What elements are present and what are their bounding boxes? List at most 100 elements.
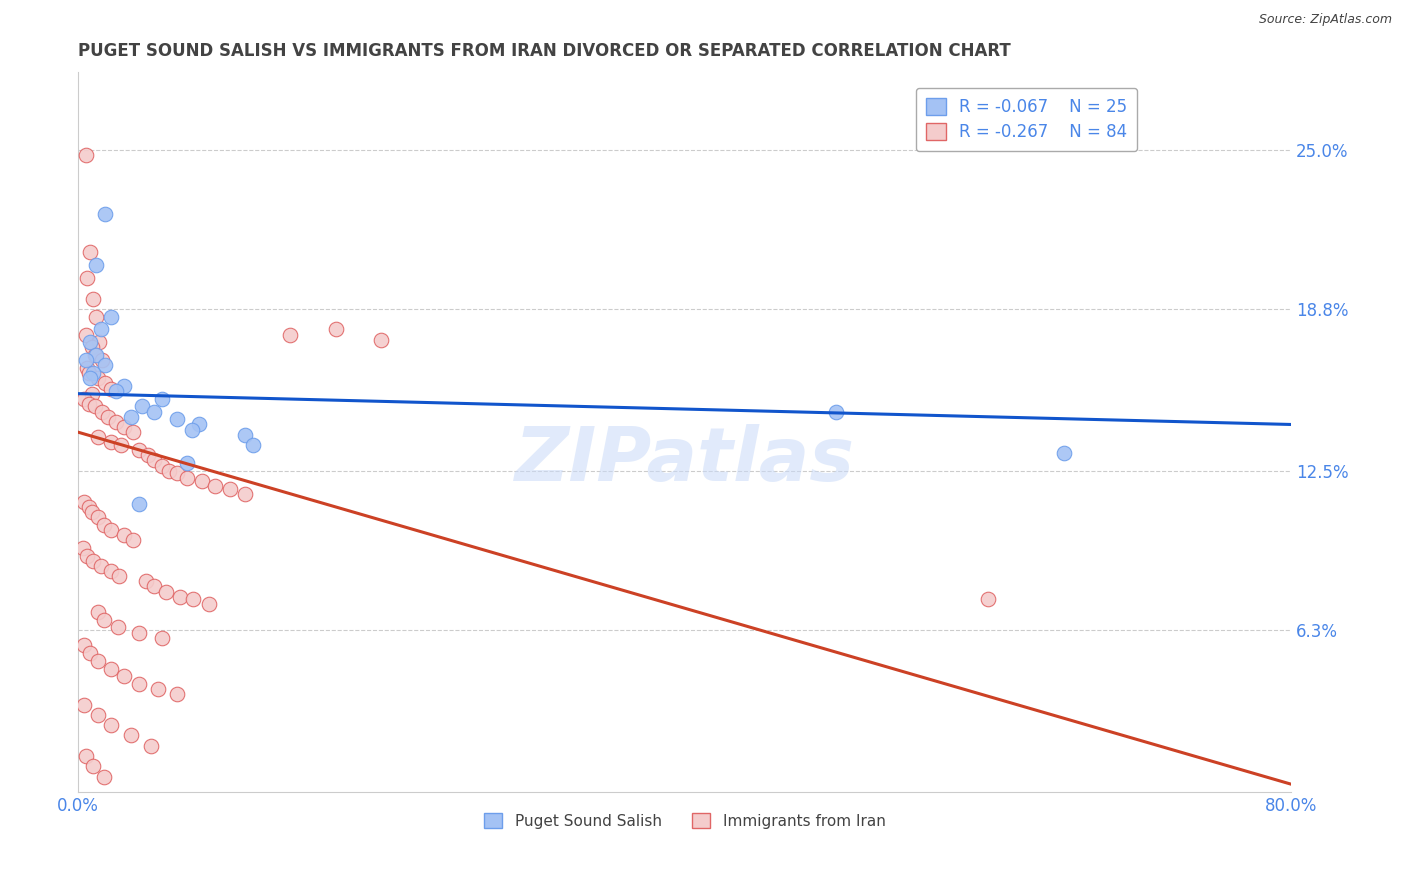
Point: [75, 749, 97, 764]
Point: [93, 613, 115, 627]
Point: [150, 631, 173, 645]
Point: [75, 327, 97, 342]
Point: [83, 348, 105, 362]
Point: [120, 728, 142, 742]
Point: [121, 533, 143, 548]
Point: [188, 417, 211, 432]
Point: [325, 322, 347, 336]
Point: [87, 510, 110, 524]
Point: [100, 718, 122, 732]
Point: [91, 404, 114, 418]
Point: [83, 400, 105, 414]
Point: [100, 310, 122, 324]
Point: [142, 404, 165, 418]
Point: [128, 497, 150, 511]
Point: [87, 605, 110, 619]
Point: [76, 271, 98, 285]
Point: [233, 487, 256, 501]
Point: [87, 371, 110, 385]
Point: [1053, 446, 1076, 460]
Point: [242, 438, 264, 452]
Point: [166, 412, 188, 426]
Point: [79, 335, 101, 350]
Point: [77, 366, 100, 380]
Point: [204, 479, 226, 493]
Point: [75, 147, 97, 161]
Point: [135, 574, 157, 589]
Point: [80, 386, 103, 401]
Point: [233, 427, 256, 442]
Point: [218, 482, 240, 496]
Point: [80, 340, 103, 354]
Point: [128, 677, 150, 691]
Point: [94, 376, 117, 391]
Point: [97, 409, 120, 424]
Point: [977, 592, 1000, 607]
Point: [191, 474, 214, 488]
Text: Source: ZipAtlas.com: Source: ZipAtlas.com: [1258, 13, 1392, 27]
Point: [139, 739, 162, 753]
Point: [112, 420, 135, 434]
Point: [112, 669, 135, 683]
Point: [128, 443, 150, 458]
Point: [73, 698, 96, 712]
Point: [91, 353, 114, 368]
Point: [86, 310, 108, 324]
Point: [176, 456, 198, 470]
Point: [166, 687, 188, 701]
Point: [100, 662, 122, 676]
Point: [82, 292, 104, 306]
Point: [87, 707, 110, 722]
Legend: Puget Sound Salish, Immigrants from Iran: Puget Sound Salish, Immigrants from Iran: [478, 806, 891, 835]
Point: [280, 327, 302, 342]
Point: [82, 554, 104, 568]
Point: [79, 245, 101, 260]
Point: [86, 258, 108, 272]
Point: [100, 564, 122, 578]
Point: [197, 598, 219, 612]
Point: [142, 579, 165, 593]
Point: [112, 379, 135, 393]
Point: [105, 384, 128, 398]
Point: [80, 505, 103, 519]
Point: [120, 409, 142, 424]
Point: [131, 400, 153, 414]
Point: [150, 458, 173, 473]
Point: [100, 382, 122, 396]
Point: [142, 453, 165, 467]
Point: [166, 467, 188, 481]
Text: ZIPatlas: ZIPatlas: [515, 425, 855, 498]
Point: [87, 430, 110, 444]
Point: [73, 392, 96, 406]
Point: [94, 207, 117, 221]
Point: [100, 523, 122, 537]
Point: [148, 682, 170, 697]
Point: [157, 464, 180, 478]
Point: [94, 359, 117, 373]
Point: [176, 471, 198, 485]
Point: [93, 770, 115, 784]
Point: [110, 438, 132, 452]
Point: [79, 371, 101, 385]
Point: [100, 435, 122, 450]
Point: [93, 517, 115, 532]
Point: [73, 639, 96, 653]
Point: [107, 620, 129, 634]
Point: [77, 500, 100, 514]
Point: [79, 646, 101, 660]
Point: [121, 425, 143, 440]
Text: PUGET SOUND SALISH VS IMMIGRANTS FROM IRAN DIVORCED OR SEPARATED CORRELATION CHA: PUGET SOUND SALISH VS IMMIGRANTS FROM IR…: [79, 42, 1011, 60]
Point: [180, 423, 202, 437]
Point: [169, 590, 191, 604]
Point: [128, 625, 150, 640]
Point: [82, 759, 104, 773]
Point: [370, 333, 392, 347]
Point: [86, 348, 108, 362]
Point: [825, 404, 848, 418]
Point: [77, 397, 100, 411]
Point: [183, 592, 205, 607]
Point: [76, 360, 98, 375]
Point: [108, 569, 131, 583]
Point: [112, 528, 135, 542]
Point: [87, 654, 110, 668]
